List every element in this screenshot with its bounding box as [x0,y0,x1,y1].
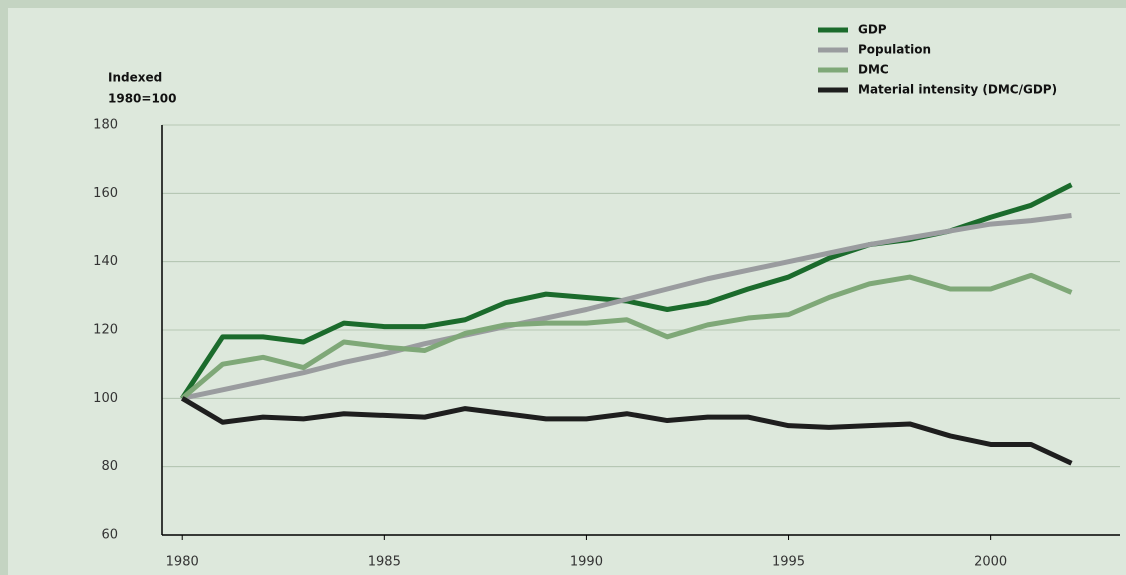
background [8,8,1126,575]
y-label: Indexed [108,71,162,85]
y-label: 1980=100 [108,92,177,106]
legend-label: GDP [858,23,887,37]
legend-label: Material intensity (DMC/GDP) [858,83,1057,97]
y-tick-label: 120 [93,323,118,338]
x-tick-label: 1990 [570,555,603,570]
y-tick-label: 160 [93,186,118,201]
x-tick-label: 1995 [772,555,805,570]
line [181,213,1072,401]
y-tick-label: 180 [93,118,118,133]
y-tick-label: 140 [93,254,118,269]
legend-label: DMC [858,63,889,77]
x-tick-label: 1985 [368,555,401,570]
y-tick-label: 80 [101,459,118,474]
x-tick-label: 2000 [974,555,1007,570]
x-tick-label: 1980 [166,555,199,570]
y-tick-label: 100 [93,391,118,406]
y-tick-label: 60 [101,528,118,543]
line [180,396,1073,466]
line [180,272,1073,401]
legend-label: Population [858,43,931,57]
